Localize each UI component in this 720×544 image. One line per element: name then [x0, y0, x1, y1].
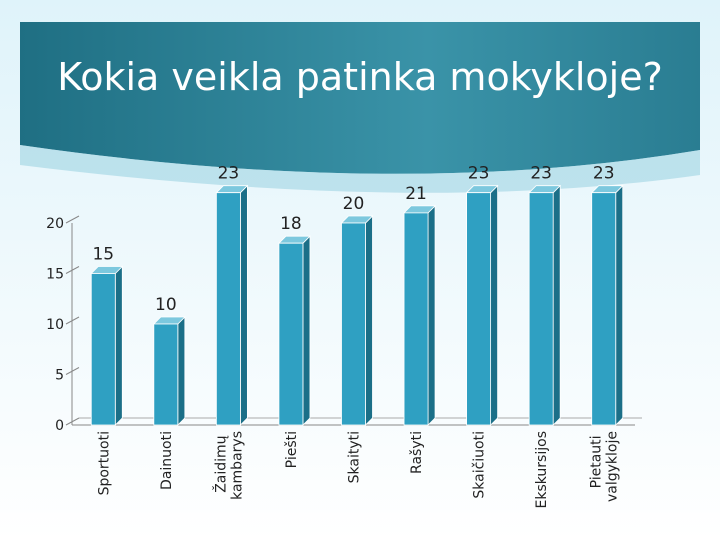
bar-side [552, 184, 561, 426]
y-tick-label: 20 [46, 216, 64, 232]
y-tick-label: 5 [55, 368, 64, 384]
bar [90, 273, 116, 426]
data-label: 23 [468, 164, 490, 184]
x-tick-label-line: Piešti [284, 431, 300, 468]
bar [215, 192, 241, 426]
x-tick-label: Skaityti [347, 431, 363, 483]
x-tick-label-line: Ekskursijos [534, 431, 550, 509]
chart-title: Kokia veikla patinka mokykloje? [57, 55, 663, 99]
x-tick-label: Piešti [284, 431, 300, 468]
data-label: 21 [405, 184, 427, 204]
x-tick-label: Ekskursijos [534, 431, 550, 509]
bar [466, 192, 492, 426]
bar-side [365, 215, 373, 426]
y-tick [65, 215, 80, 224]
x-tick-label: Sportuoti [96, 431, 112, 495]
x-tick-label: Skaičiuoti [472, 431, 488, 499]
data-label: 23 [593, 164, 615, 184]
bar-side [239, 184, 248, 426]
x-tick-label: Pietauti valgykloje [589, 431, 621, 502]
x-tick-label: Žaidimų kambarys [211, 431, 245, 500]
y-tick [65, 417, 80, 426]
x-tick-label-line: Pietauti [589, 431, 605, 488]
bar-side [427, 204, 436, 426]
header-band [20, 22, 700, 174]
data-label: 23 [218, 164, 240, 184]
bar [153, 323, 179, 426]
y-tick [65, 266, 80, 274]
data-label: 18 [280, 214, 302, 234]
y-tick [65, 367, 80, 375]
x-tick-label: Dainuoti [159, 431, 175, 490]
bar-side [615, 184, 624, 426]
data-label: 15 [92, 245, 114, 265]
bar-side [302, 235, 311, 426]
y-tick [65, 316, 80, 325]
y-tick-label: 15 [46, 267, 64, 283]
x-tick-label-line: Rašyti [409, 431, 425, 474]
data-label: 23 [530, 164, 552, 184]
x-tick-label-line: Skaičiuoti [472, 431, 488, 499]
y-tick-label: 0 [55, 418, 64, 434]
bar-side [114, 265, 123, 426]
x-tick-label-line: Dainuoti [159, 431, 175, 490]
bar [278, 242, 304, 426]
x-tick-label-line: Žaidimų [211, 431, 229, 493]
header-wave [20, 145, 700, 193]
y-tick-label: 10 [46, 317, 64, 333]
x-tick-label-line: valgykloje [605, 431, 621, 502]
x-tick-label: Rašyti [409, 431, 425, 474]
data-label: 10 [155, 295, 177, 315]
bar-side [177, 316, 186, 426]
x-tick-label-line: Sportuoti [96, 431, 112, 495]
bar [591, 192, 617, 426]
bar-side [490, 184, 499, 426]
data-label: 20 [343, 194, 365, 214]
x-tick-label-line: Skaityti [347, 431, 363, 483]
bar [341, 222, 366, 426]
bar [403, 212, 429, 426]
bar [528, 192, 554, 426]
x-tick-label-line: kambarys [229, 431, 245, 500]
